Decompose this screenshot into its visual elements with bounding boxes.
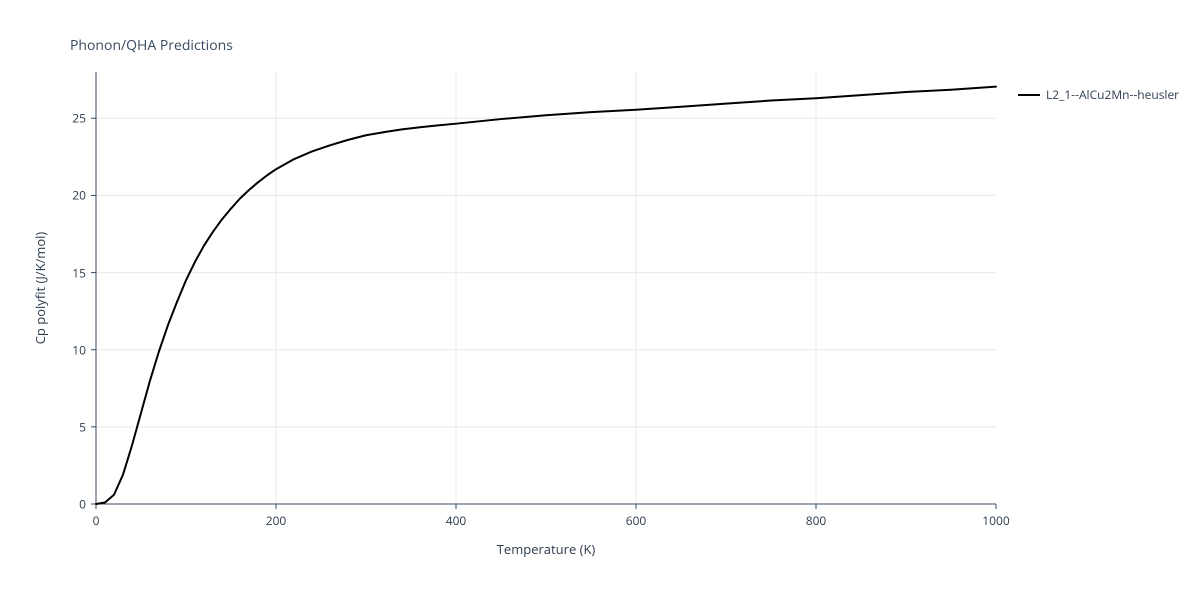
x-tick-label: 200: [266, 512, 287, 529]
x-tick-label: 800: [806, 512, 827, 529]
x-tick-label: 1000: [982, 512, 1009, 529]
grid: [96, 72, 996, 504]
legend-series-label: L2_1--AlCu2Mn--heusler: [1046, 86, 1179, 103]
x-tick-label: 600: [626, 512, 647, 529]
x-tick-label: 400: [446, 512, 467, 529]
y-tick-label: 10: [72, 341, 86, 358]
y-tick-label: 15: [72, 264, 86, 281]
y-tick-label: 0: [79, 496, 86, 513]
legend-entry: L2_1--AlCu2Mn--heusler: [1018, 86, 1179, 103]
y-tick-label: 25: [72, 110, 86, 127]
y-tick-label: 20: [72, 187, 86, 204]
axes: [96, 72, 996, 504]
series-lines: [96, 87, 996, 504]
tick-marks: [91, 118, 996, 509]
legend-line-swatch: [1018, 94, 1040, 96]
x-tick-label: 0: [93, 512, 100, 529]
y-tick-label: 5: [79, 418, 86, 435]
